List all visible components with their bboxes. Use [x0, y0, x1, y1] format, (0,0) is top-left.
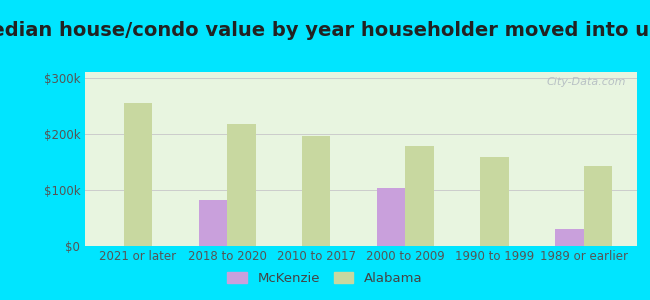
Bar — [480, 157, 509, 246]
Bar — [584, 166, 612, 246]
Bar — [227, 124, 255, 246]
Bar — [198, 200, 227, 246]
Legend: McKenzie, Alabama: McKenzie, Alabama — [222, 267, 428, 290]
Bar — [406, 146, 434, 246]
Text: City-Data.com: City-Data.com — [547, 77, 626, 87]
Bar — [302, 136, 330, 246]
Bar — [124, 103, 152, 246]
Text: Median house/condo value by year householder moved into unit: Median house/condo value by year househo… — [0, 21, 650, 40]
Bar — [377, 188, 406, 246]
Bar — [555, 229, 584, 246]
